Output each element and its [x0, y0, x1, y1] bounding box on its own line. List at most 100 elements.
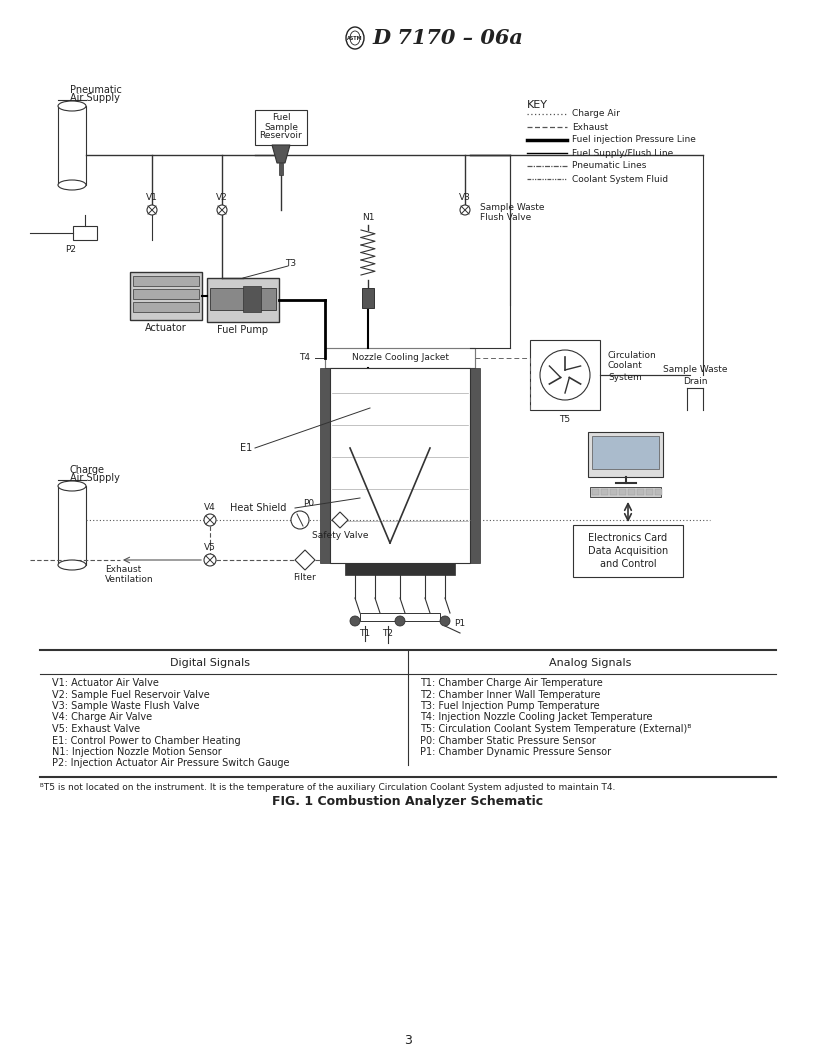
Bar [592, 436, 659, 469]
Text: Digital Signals: Digital Signals [170, 658, 250, 668]
Text: V2: Sample Fuel Reservoir Valve: V2: Sample Fuel Reservoir Valve [52, 690, 210, 699]
Text: Coolant System Fluid: Coolant System Fluid [572, 174, 668, 184]
Text: Filter: Filter [294, 573, 317, 583]
Bar [255, 110, 307, 145]
Circle shape [291, 511, 309, 529]
Text: T3: T3 [285, 259, 296, 267]
Bar [133, 302, 199, 312]
Bar [588, 432, 663, 477]
Bar [133, 276, 199, 286]
Text: System: System [608, 373, 641, 381]
Circle shape [147, 205, 157, 215]
Bar [58, 480, 86, 486]
Bar [58, 100, 86, 106]
Text: P0: P0 [303, 499, 314, 509]
Text: T5: Circulation Coolant System Temperature (External)ᴮ: T5: Circulation Coolant System Temperatu… [420, 724, 691, 734]
Text: Charge: Charge [70, 465, 105, 475]
Text: P0: Chamber Static Pressure Sensor: P0: Chamber Static Pressure Sensor [420, 735, 596, 746]
Text: Ventilation: Ventilation [105, 576, 153, 585]
Text: Fuel: Fuel [272, 113, 290, 122]
Circle shape [395, 616, 405, 626]
Text: V5: V5 [204, 543, 216, 551]
Bar [279, 163, 283, 175]
Text: V4: V4 [204, 503, 216, 511]
Text: V2: V2 [216, 193, 228, 203]
Text: Safety Valve: Safety Valve [312, 531, 368, 541]
Circle shape [204, 514, 216, 526]
Text: V4: Charge Air Valve: V4: Charge Air Valve [52, 713, 152, 722]
Text: KEY: KEY [527, 100, 548, 110]
Circle shape [204, 554, 216, 566]
Text: Heat Shield: Heat Shield [230, 503, 286, 513]
Text: Air Supply: Air Supply [70, 93, 120, 103]
Bar [133, 289, 199, 299]
Text: Charge Air: Charge Air [572, 110, 620, 118]
Text: P1: P1 [455, 619, 466, 627]
Text: and Control: and Control [600, 559, 656, 569]
Circle shape [460, 205, 470, 215]
Text: Analog Signals: Analog Signals [549, 658, 632, 668]
Text: P2: Injection Actuator Air Pressure Switch Gauge: P2: Injection Actuator Air Pressure Swit… [52, 758, 290, 769]
Bar [601, 489, 608, 495]
Bar [210, 288, 276, 310]
Text: T3: Fuel Injection Pump Temperature: T3: Fuel Injection Pump Temperature [420, 701, 600, 711]
Text: Data Acquisition: Data Acquisition [588, 546, 668, 557]
Bar [592, 489, 599, 495]
Bar [619, 489, 626, 495]
Bar [243, 286, 261, 312]
Text: N1: Injection Nozzle Motion Sensor: N1: Injection Nozzle Motion Sensor [52, 747, 222, 757]
Bar [637, 489, 644, 495]
Text: T5: T5 [560, 415, 570, 425]
Bar [345, 563, 455, 576]
Text: Electronics Card: Electronics Card [588, 533, 667, 543]
Bar [573, 525, 683, 577]
Text: Drain: Drain [683, 377, 707, 385]
Bar [470, 367, 480, 563]
Text: Air Supply: Air Supply [70, 473, 120, 483]
Ellipse shape [58, 560, 86, 570]
Text: Actuator: Actuator [145, 323, 187, 333]
Text: Exhaust: Exhaust [572, 122, 608, 132]
Bar [590, 487, 661, 497]
Text: Sample: Sample [264, 122, 298, 132]
Ellipse shape [58, 480, 86, 491]
Text: T1: Chamber Charge Air Temperature: T1: Chamber Charge Air Temperature [420, 678, 603, 689]
Text: P2: P2 [65, 245, 76, 253]
Ellipse shape [58, 101, 86, 111]
Text: ᴮT5 is not located on the instrument. It is the temperature of the auxiliary Cir: ᴮT5 is not located on the instrument. It… [40, 784, 615, 792]
Text: D 7170 – 06a: D 7170 – 06a [372, 29, 523, 48]
Text: N1: N1 [361, 212, 375, 222]
Bar [655, 489, 662, 495]
Text: Fuel Supply/Flush Line: Fuel Supply/Flush Line [572, 149, 673, 157]
Bar [360, 612, 440, 621]
Text: Sample Waste: Sample Waste [663, 365, 727, 375]
Text: T1: T1 [359, 628, 370, 638]
Text: Sample Waste: Sample Waste [480, 203, 544, 211]
Text: T4: Injection Nozzle Cooling Jacket Temperature: T4: Injection Nozzle Cooling Jacket Temp… [420, 713, 653, 722]
Bar [58, 486, 86, 565]
Text: Coolant: Coolant [608, 361, 643, 371]
Text: Circulation: Circulation [608, 351, 657, 359]
Ellipse shape [58, 180, 86, 190]
Text: Nozzle Cooling Jacket: Nozzle Cooling Jacket [352, 354, 449, 362]
Bar [530, 340, 600, 410]
Bar [628, 489, 635, 495]
Text: Reservoir: Reservoir [259, 132, 303, 140]
Circle shape [540, 350, 590, 400]
Text: E1: Control Power to Chamber Heating: E1: Control Power to Chamber Heating [52, 735, 241, 746]
Bar [362, 288, 374, 308]
Text: V1: V1 [146, 193, 158, 203]
Text: V5: Exhaust Valve: V5: Exhaust Valve [52, 724, 140, 734]
Polygon shape [272, 145, 290, 163]
Bar [330, 367, 470, 563]
Polygon shape [295, 550, 315, 570]
Text: V3: Sample Waste Flush Valve: V3: Sample Waste Flush Valve [52, 701, 199, 711]
Circle shape [440, 616, 450, 626]
Bar [325, 348, 475, 367]
Text: Fuel Pump: Fuel Pump [217, 325, 268, 335]
Text: Exhaust: Exhaust [105, 566, 141, 574]
Text: Fuel injection Pressure Line: Fuel injection Pressure Line [572, 135, 696, 145]
Text: 3: 3 [404, 1034, 412, 1046]
Bar [58, 106, 86, 185]
Bar [320, 367, 330, 563]
